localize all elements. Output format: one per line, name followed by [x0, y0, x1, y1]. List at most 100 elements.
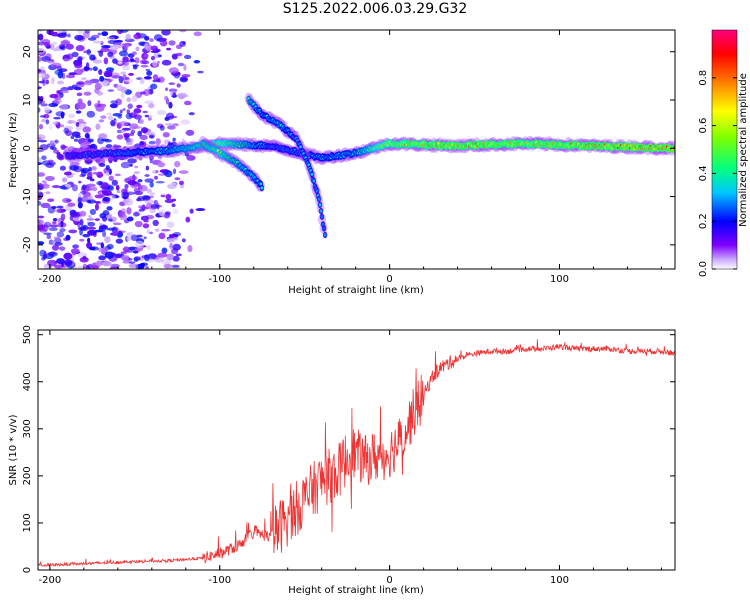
snr-y-tick-label: 300: [22, 419, 33, 438]
noise-speckle: [71, 51, 79, 58]
noise-speckle: [140, 91, 146, 95]
noise-speckle: [172, 168, 177, 175]
snr-x-tick-label: -100: [208, 575, 231, 586]
noise-speckle: [82, 126, 92, 133]
noise-speckle: [62, 72, 66, 80]
noise-speckle: [180, 119, 191, 125]
colorbar-tick-label: 0.4: [698, 165, 709, 181]
noise-speckle: [111, 179, 118, 186]
noise-speckle: [94, 194, 104, 199]
noise-speckle: [38, 241, 45, 245]
noise-speckle: [152, 74, 159, 80]
noise-speckle: [38, 33, 44, 41]
noise-speckle: [133, 212, 140, 217]
noise-speckle: [106, 36, 116, 40]
noise-speckle: [55, 111, 66, 117]
noise-speckle: [38, 223, 46, 231]
noise-speckle: [91, 166, 97, 171]
noise-speckle: [183, 54, 192, 60]
noise-speckle: [51, 206, 57, 209]
noise-speckle: [168, 40, 176, 46]
noise-speckle: [82, 233, 90, 238]
noise-speckle: [156, 109, 167, 116]
noise-speckle: [79, 256, 89, 263]
noise-speckle: [65, 234, 71, 241]
noise-speckle: [149, 192, 156, 196]
noise-speckle: [78, 123, 87, 128]
noise-speckle: [112, 231, 118, 237]
noise-speckle: [137, 130, 143, 137]
noise-speckle: [81, 184, 87, 191]
noise-speckle: [84, 186, 93, 191]
noise-speckle: [87, 37, 97, 41]
noise-speckle: [87, 171, 93, 179]
noise-speckle: [138, 156, 143, 161]
noise-speckle: [98, 181, 103, 186]
spectrogram-x-axis-label: Height of straight line (km): [288, 285, 424, 296]
noise-speckle: [184, 100, 192, 106]
noise-speckle: [40, 202, 51, 209]
noise-speckle: [148, 134, 154, 139]
noise-speckle: [89, 67, 93, 71]
noise-speckle: [38, 215, 45, 219]
reflected-branch-2: [244, 92, 328, 239]
noise-speckle: [121, 65, 131, 71]
noise-speckle: [188, 112, 195, 116]
noise-speckle: [115, 184, 120, 191]
noise-speckle: [83, 91, 92, 96]
noise-speckle: [98, 191, 103, 195]
noise-speckle: [120, 71, 127, 76]
noise-speckle: [45, 119, 50, 125]
band-core: [319, 209, 323, 213]
noise-speckle: [47, 259, 57, 267]
noise-speckle: [134, 155, 141, 159]
noise-speckle: [148, 103, 155, 109]
noise-speckle: [112, 222, 122, 226]
noise-speckle: [115, 98, 123, 106]
noise-speckle: [149, 231, 153, 235]
noise-speckle: [59, 90, 70, 94]
noise-speckle: [164, 170, 173, 178]
noise-speckle: [168, 101, 173, 109]
noise-speckle: [47, 251, 58, 257]
noise-speckle: [54, 139, 59, 144]
spectrogram-frame: [37, 29, 676, 270]
noise-speckle: [80, 77, 87, 81]
noise-speckle: [105, 172, 110, 177]
noise-speckle: [134, 240, 145, 249]
noise-speckle: [95, 123, 101, 130]
noise-speckle: [178, 180, 184, 185]
noise-speckle: [108, 155, 113, 164]
noise-speckle: [153, 200, 158, 205]
noise-speckle: [76, 92, 83, 97]
noise-speckle: [142, 110, 148, 114]
noise-speckle: [49, 43, 55, 50]
noise-speckle: [43, 106, 51, 113]
noise-speckle: [172, 236, 179, 241]
noise-speckle: [184, 152, 190, 157]
noise-speckle: [51, 77, 55, 85]
noise-speckle: [43, 232, 52, 235]
noise-speckle: [46, 221, 51, 225]
noise-speckle: [70, 248, 80, 254]
noise-speckle: [172, 255, 180, 262]
noise-speckle: [49, 224, 59, 228]
noise-speckle: [155, 181, 165, 184]
colorbar-tick-label: 0.2: [698, 213, 709, 229]
noise-speckle: [157, 161, 166, 168]
noise-speckle: [120, 93, 125, 99]
noise-speckle: [126, 97, 132, 103]
noise-speckle: [123, 246, 130, 253]
noise-speckle: [105, 144, 113, 149]
noise-speckle: [168, 82, 175, 85]
noise-speckle: [86, 110, 96, 118]
noise-speckle: [38, 149, 44, 153]
noise-speckle: [60, 220, 64, 228]
snr-plot-area: [38, 339, 675, 567]
noise-speckle: [89, 208, 97, 216]
noise-speckle: [80, 190, 87, 194]
noise-speckle: [51, 185, 61, 189]
noise-speckle: [38, 200, 42, 206]
